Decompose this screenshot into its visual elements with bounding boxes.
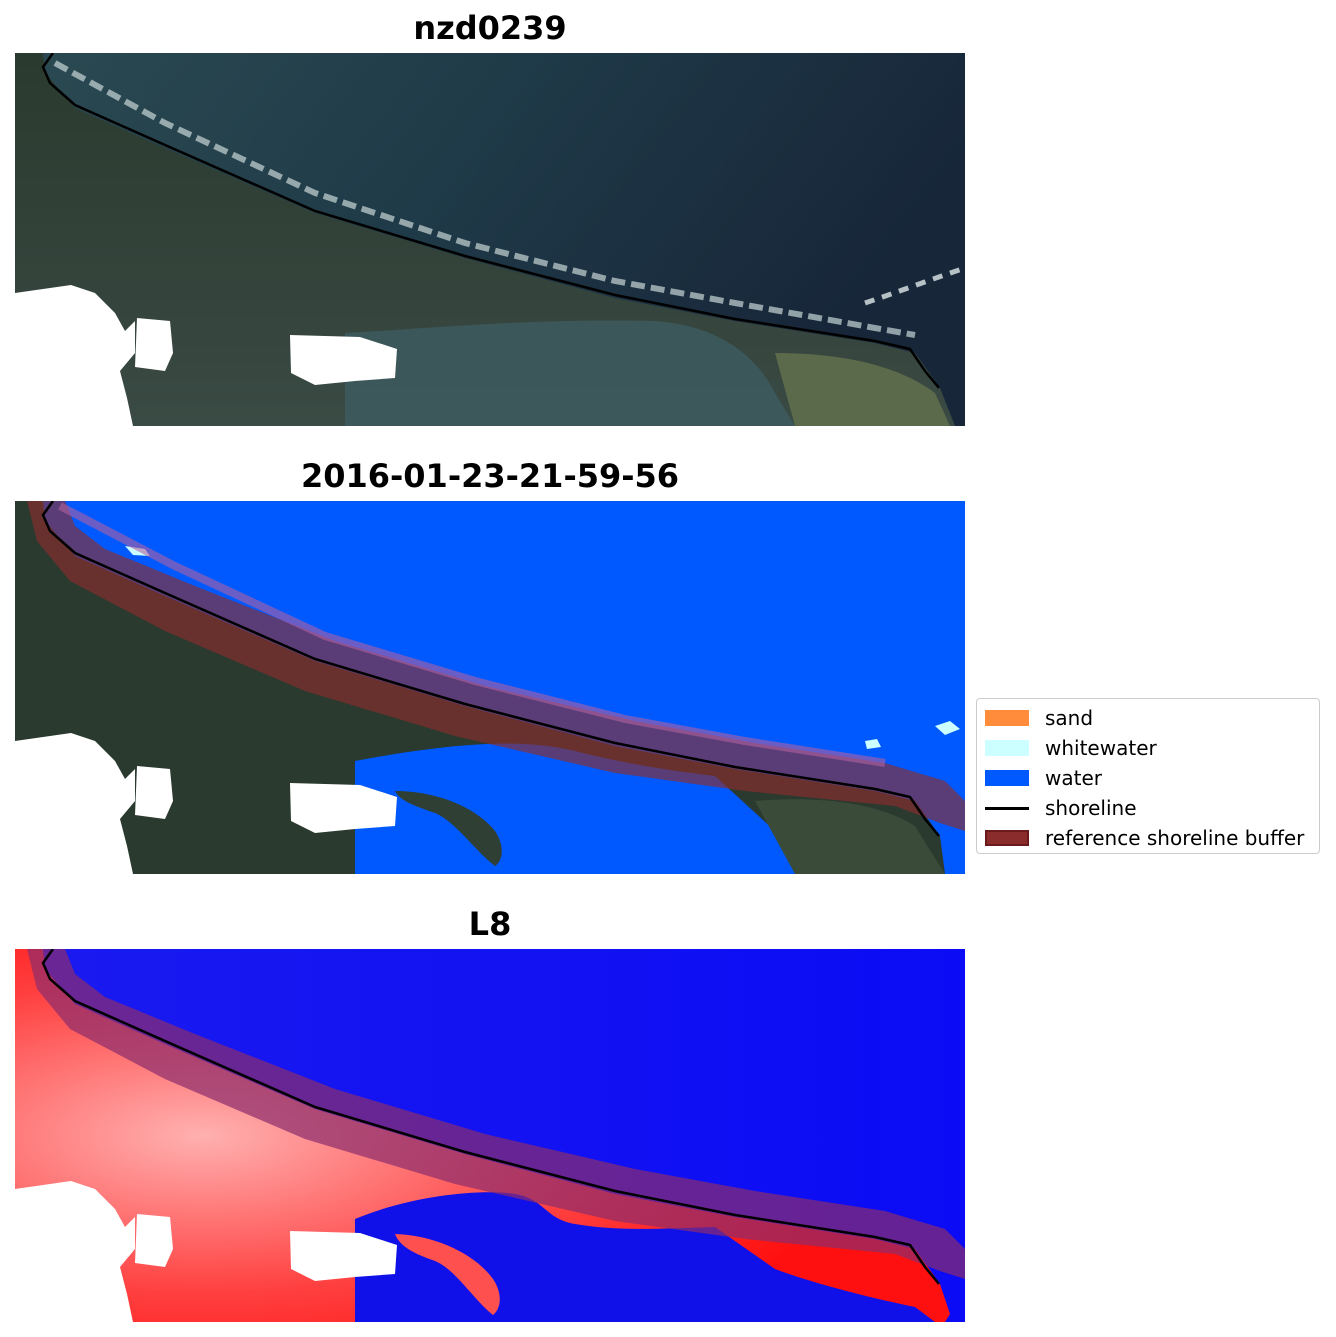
legend-item-buffer: reference shoreline buffer	[985, 823, 1311, 853]
legend-item-shoreline: shoreline	[985, 793, 1311, 823]
legend-label-buffer: reference shoreline buffer	[1045, 826, 1305, 850]
whitewater-swatch	[985, 740, 1029, 756]
legend-item-whitewater: whitewater	[985, 733, 1311, 763]
legend-item-water: water	[985, 763, 1311, 793]
sand-swatch	[985, 710, 1029, 726]
rgb-image-panel	[15, 53, 965, 426]
classified-image	[15, 501, 965, 874]
panel-title-sensor: L8	[468, 905, 512, 943]
legend-label-water: water	[1045, 766, 1102, 790]
legend-label-sand: sand	[1045, 706, 1094, 730]
panel-title-classification: 2016-01-23-21-59-56	[300, 457, 680, 495]
classification-panel	[15, 501, 965, 874]
water-swatch	[985, 770, 1029, 786]
panel-title-rgb: nzd0239	[413, 9, 567, 47]
legend-item-sand: sand	[985, 703, 1311, 733]
index-image	[15, 949, 965, 1322]
shoreline-line-swatch	[985, 806, 1029, 810]
index-image-panel	[15, 949, 965, 1322]
legend: sand whitewater water shoreline referenc…	[976, 698, 1320, 854]
legend-label-shoreline: shoreline	[1045, 796, 1137, 820]
rgb-satellite-image	[15, 53, 965, 426]
buffer-swatch	[985, 830, 1029, 846]
legend-label-whitewater: whitewater	[1045, 736, 1157, 760]
